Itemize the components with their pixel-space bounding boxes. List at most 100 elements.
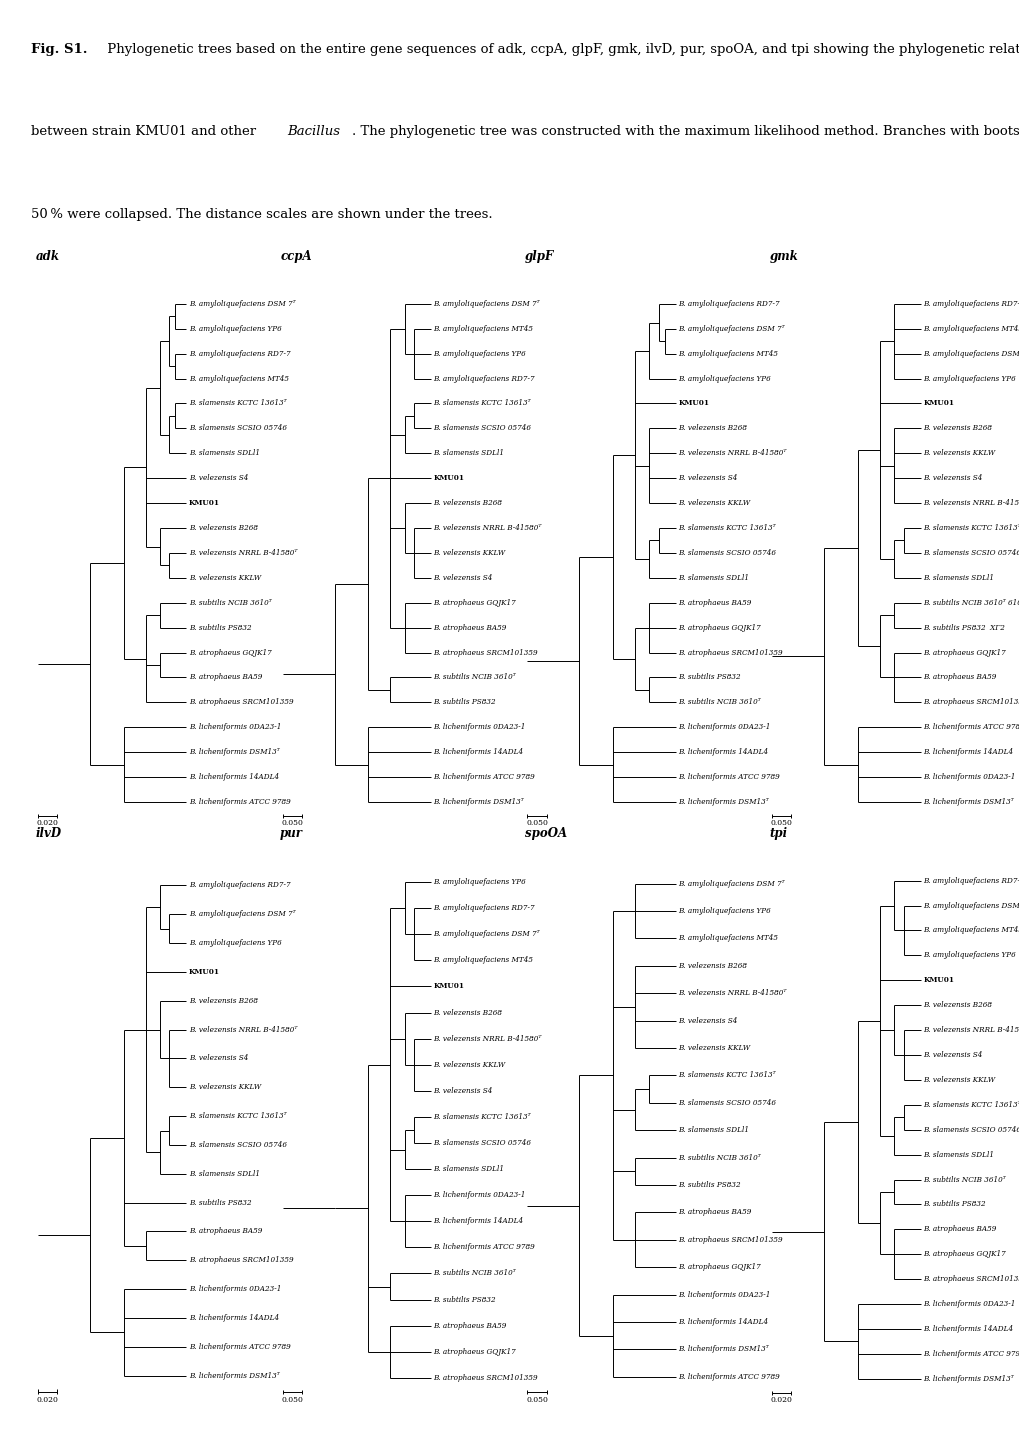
Text: B. velezensis B268: B. velezensis B268 <box>678 424 747 433</box>
Text: B. licheniformis DSM13ᵀ: B. licheniformis DSM13ᵀ <box>433 797 524 806</box>
Text: B. slamensis SDLl1: B. slamensis SDLl1 <box>433 1165 504 1174</box>
Text: B. atrophaeus BA59: B. atrophaeus BA59 <box>922 673 996 682</box>
Text: ccpA: ccpA <box>280 249 312 262</box>
Text: B. amyloliquefaciens RD7-7: B. amyloliquefaciens RD7-7 <box>433 375 535 382</box>
Text: B. slamensis SCSIO 05746: B. slamensis SCSIO 05746 <box>433 1139 531 1146</box>
Text: B. atrophaeus SRCM101359: B. atrophaeus SRCM101359 <box>433 1374 538 1381</box>
Text: B. amyloliquefaciens YP6: B. amyloliquefaciens YP6 <box>678 375 770 382</box>
Text: 0.020: 0.020 <box>37 1396 58 1405</box>
Text: B. velezensis KKLW: B. velezensis KKLW <box>922 1076 995 1084</box>
Text: between strain KMU01 and other: between strain KMU01 and other <box>31 125 260 138</box>
Text: B. atrophaeus GQJK17: B. atrophaeus GQJK17 <box>678 623 760 632</box>
Text: 0.050: 0.050 <box>770 819 792 828</box>
Text: B. atrophaeus SRCM101359: B. atrophaeus SRCM101359 <box>922 698 1019 707</box>
Text: B. licheniformis 14ADL4: B. licheniformis 14ADL4 <box>678 1318 767 1327</box>
Text: B. subtilis NCIB 3610ᵀ: B. subtilis NCIB 3610ᵀ <box>433 1269 516 1278</box>
Text: B. atrophaeus SRCM101359: B. atrophaeus SRCM101359 <box>678 649 783 656</box>
Text: KMU01: KMU01 <box>922 976 953 985</box>
Text: B. subtilis NCIB 3610ᵀ 610ᵀ: B. subtilis NCIB 3610ᵀ 610ᵀ <box>922 598 1019 607</box>
Text: B. slamensis SCSIO 05746: B. slamensis SCSIO 05746 <box>433 424 531 433</box>
Text: B. subtilis PS832: B. subtilis PS832 <box>433 1295 495 1304</box>
Text: B. amyloliquefaciens MT45: B. amyloliquefaciens MT45 <box>922 926 1019 934</box>
Text: B. velezensis KKLW: B. velezensis KKLW <box>678 1044 750 1053</box>
Text: B. licheniformis ATCC 9789: B. licheniformis ATCC 9789 <box>189 797 290 806</box>
Text: B. licheniformis 0DA23-1: B. licheniformis 0DA23-1 <box>433 724 526 731</box>
Text: B. amyloliquefaciens RD7-7: B. amyloliquefaciens RD7-7 <box>922 877 1019 885</box>
Text: B. amyloliquefaciens MT45: B. amyloliquefaciens MT45 <box>189 375 288 382</box>
Text: B. licheniformis DSM13ᵀ: B. licheniformis DSM13ᵀ <box>189 1371 279 1380</box>
Text: B. atrophaeus BA59: B. atrophaeus BA59 <box>678 598 751 607</box>
Text: B. velezensis NRRL B-41580ᵀ: B. velezensis NRRL B-41580ᵀ <box>189 549 297 557</box>
Text: B. velezensis S4: B. velezensis S4 <box>433 1087 492 1094</box>
Text: B. amyloliquefaciens YP6: B. amyloliquefaciens YP6 <box>922 375 1015 382</box>
Text: B. slamensis KCTC 13613ᵀ: B. slamensis KCTC 13613ᵀ <box>922 1100 1019 1109</box>
Text: B. subtilis NCIB 3610ᵀ: B. subtilis NCIB 3610ᵀ <box>922 1175 1005 1184</box>
Text: B. velezensis KKLW: B. velezensis KKLW <box>189 574 261 583</box>
Text: B. amyloliquefaciens DSM 7ᵀ: B. amyloliquefaciens DSM 7ᵀ <box>678 324 785 333</box>
Text: B. amyloliquefaciens YP6: B. amyloliquefaciens YP6 <box>922 952 1015 959</box>
Text: B. atrophaeus SRCM101359: B. atrophaeus SRCM101359 <box>678 1236 783 1244</box>
Text: B. subtilis NCIB 3610ᵀ: B. subtilis NCIB 3610ᵀ <box>433 673 516 682</box>
Text: B. licheniformis ATCC 9789: B. licheniformis ATCC 9789 <box>678 773 780 782</box>
Text: B. amyloliquefaciens RD7-7: B. amyloliquefaciens RD7-7 <box>922 300 1019 309</box>
Text: B. slamensis SDLl1: B. slamensis SDLl1 <box>678 1126 749 1135</box>
Text: B. slamensis KCTC 13613ᵀ: B. slamensis KCTC 13613ᵀ <box>189 1112 286 1120</box>
Text: B. licheniformis ATCC 9789: B. licheniformis ATCC 9789 <box>922 724 1019 731</box>
Text: 0.020: 0.020 <box>37 819 58 828</box>
Text: B. amyloliquefaciens DSM 7ᵀ: B. amyloliquefaciens DSM 7ᵀ <box>922 349 1019 358</box>
Text: B. subtilis PS832: B. subtilis PS832 <box>678 673 740 682</box>
Text: B. velezensis S4: B. velezensis S4 <box>922 1051 981 1058</box>
Text: KMU01: KMU01 <box>922 399 953 408</box>
Text: 0.050: 0.050 <box>526 819 547 828</box>
Text: B. atrophaeus SRCM101359: B. atrophaeus SRCM101359 <box>189 698 293 707</box>
Text: B. velezensis B268: B. velezensis B268 <box>189 996 258 1005</box>
Text: B. subtilis PS832: B. subtilis PS832 <box>922 1200 984 1208</box>
Text: B. velezensis B268: B. velezensis B268 <box>922 424 991 433</box>
Text: spoOA: spoOA <box>525 826 567 839</box>
Text: B. licheniformis 0DA23-1: B. licheniformis 0DA23-1 <box>189 724 281 731</box>
Text: B. velezensis NRRL B-41580ᵀ: B. velezensis NRRL B-41580ᵀ <box>922 499 1019 508</box>
Text: B. slamensis KCTC 13613ᵀ: B. slamensis KCTC 13613ᵀ <box>433 399 531 408</box>
Text: pur: pur <box>280 826 303 839</box>
Text: KMU01: KMU01 <box>189 968 219 976</box>
Text: B. slamensis SCSIO 05746: B. slamensis SCSIO 05746 <box>678 549 775 557</box>
Text: B. atrophaeus GQJK17: B. atrophaeus GQJK17 <box>922 1250 1005 1259</box>
Text: B. amyloliquefaciens MT45: B. amyloliquefaciens MT45 <box>678 349 777 358</box>
Text: B. subtilis NCIB 3610ᵀ: B. subtilis NCIB 3610ᵀ <box>189 598 271 607</box>
Text: B. amyloliquefaciens DSM 7ᵀ: B. amyloliquefaciens DSM 7ᵀ <box>678 880 785 888</box>
Text: B. amyloliquefaciens MT45: B. amyloliquefaciens MT45 <box>678 934 777 943</box>
Text: B. velezensis NRRL B-41580ᵀ: B. velezensis NRRL B-41580ᵀ <box>189 1025 297 1034</box>
Text: B. licheniformis 0DA23-1: B. licheniformis 0DA23-1 <box>922 1301 1015 1308</box>
Text: B. slamensis SDLl1: B. slamensis SDLl1 <box>189 1169 260 1178</box>
Text: B. slamensis KCTC 13613ᵀ: B. slamensis KCTC 13613ᵀ <box>678 523 775 532</box>
Text: B. licheniformis 0DA23-1: B. licheniformis 0DA23-1 <box>433 1191 526 1200</box>
Text: B. velezensis B268: B. velezensis B268 <box>189 523 258 532</box>
Text: B. subtilis PS832: B. subtilis PS832 <box>189 1198 251 1207</box>
Text: B. slamensis SCSIO 05746: B. slamensis SCSIO 05746 <box>678 1099 775 1107</box>
Text: B. licheniformis ATCC 9789: B. licheniformis ATCC 9789 <box>678 1373 780 1381</box>
Text: B. licheniformis 14ADL4: B. licheniformis 14ADL4 <box>189 1314 278 1322</box>
Text: B. licheniformis 14ADL4: B. licheniformis 14ADL4 <box>922 1325 1012 1332</box>
Text: 0.050: 0.050 <box>526 1396 547 1405</box>
Text: Bacillus: Bacillus <box>287 125 340 138</box>
Text: B. velezensis NRRL B-41580ᵀ: B. velezensis NRRL B-41580ᵀ <box>922 1027 1019 1034</box>
Text: B. subtilis PS832: B. subtilis PS832 <box>678 1181 740 1190</box>
Text: B. atrophaeus GQJK17: B. atrophaeus GQJK17 <box>922 649 1005 656</box>
Text: B. atrophaeus SRCM101359: B. atrophaeus SRCM101359 <box>189 1256 293 1265</box>
Text: B. amyloliquefaciens YP6: B. amyloliquefaciens YP6 <box>433 878 526 885</box>
Text: B. atrophaeus GQJK17: B. atrophaeus GQJK17 <box>433 1348 516 1355</box>
Text: B. amyloliquefaciens MT45: B. amyloliquefaciens MT45 <box>433 956 533 965</box>
Text: B. subtilis PS832: B. subtilis PS832 <box>433 698 495 707</box>
Text: B. slamensis KCTC 13613ᵀ: B. slamensis KCTC 13613ᵀ <box>922 523 1019 532</box>
Text: B. slamensis SCSIO 05746: B. slamensis SCSIO 05746 <box>922 1126 1019 1133</box>
Text: KMU01: KMU01 <box>433 474 464 482</box>
Text: B. slamensis SDLl1: B. slamensis SDLl1 <box>922 574 994 583</box>
Text: B. amyloliquefaciens DSM 7ᵀ: B. amyloliquefaciens DSM 7ᵀ <box>189 910 296 919</box>
Text: B. atrophaeus SRCM101359: B. atrophaeus SRCM101359 <box>433 649 538 656</box>
Text: B. subtilis NCIB 3610ᵀ: B. subtilis NCIB 3610ᵀ <box>678 698 760 707</box>
Text: B. velezensis KKLW: B. velezensis KKLW <box>433 549 505 557</box>
Text: B. amyloliquefaciens MT45: B. amyloliquefaciens MT45 <box>433 324 533 333</box>
Text: B. velezensis NRRL B-41580ᵀ: B. velezensis NRRL B-41580ᵀ <box>433 1035 541 1043</box>
Text: B. amyloliquefaciens DSM 7ᵀ: B. amyloliquefaciens DSM 7ᵀ <box>922 901 1019 910</box>
Text: B. licheniformis DSM13ᵀ: B. licheniformis DSM13ᵀ <box>922 1374 1013 1383</box>
